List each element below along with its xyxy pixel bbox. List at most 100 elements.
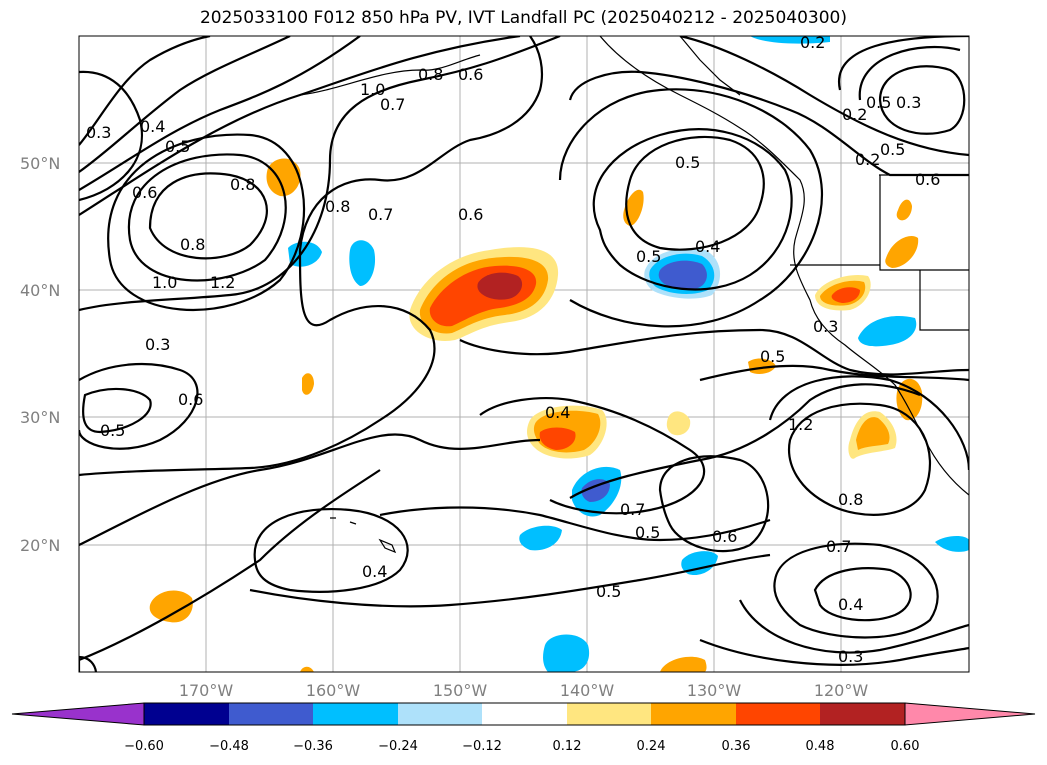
contour-label: 1.0	[360, 80, 385, 99]
longitude-labels: 170°W 160°W 150°W 140°W 130°W 120°W	[179, 681, 869, 700]
positive-anomaly	[266, 158, 301, 197]
positive-anomaly	[300, 666, 314, 672]
positive-anomaly	[666, 411, 691, 436]
contour-label: 0.6	[915, 170, 940, 189]
colorbar-segment	[144, 703, 229, 725]
colorbar: −0.60 −0.48 −0.36 −0.24 −0.12 0.12 0.24 …	[11, 702, 1036, 754]
latitude-labels: 50°N 40°N 30°N 20°N	[20, 154, 60, 555]
positive-anomaly	[660, 656, 707, 672]
contour-label: 0.7	[826, 537, 851, 556]
colorbar-tick: −0.12	[462, 739, 502, 754]
colorbar-segment	[313, 703, 398, 725]
negative-anomaly	[681, 551, 718, 576]
contour-label: 0.3	[838, 647, 863, 666]
contour-label: 0.4	[140, 117, 165, 136]
contour-label: 0.6	[458, 205, 483, 224]
positive-anomaly	[896, 199, 912, 221]
contour-label: 0.5	[596, 582, 621, 601]
lon-label: 120°W	[814, 681, 869, 700]
lat-label: 30°N	[20, 408, 60, 427]
colorbar-tick: −0.60	[124, 739, 164, 754]
positive-anomaly	[856, 417, 890, 450]
contour-label: 0.6	[458, 65, 483, 84]
colorbar-segment	[651, 703, 736, 725]
positive-anomaly	[831, 287, 860, 303]
contour-label: 1.2	[210, 273, 235, 292]
contour-label: 0.2	[855, 150, 880, 169]
colorbar-tick: 0.36	[722, 739, 751, 754]
contour-label: 0.3	[86, 123, 111, 142]
colorbar-tick: −0.36	[293, 739, 333, 754]
positive-anomaly	[149, 590, 193, 623]
negative-anomaly	[543, 634, 590, 672]
contour-label: 0.4	[695, 237, 720, 256]
colorbar-segment	[820, 703, 905, 725]
colorbar-tick: 0.24	[637, 739, 666, 754]
negative-anomaly	[581, 479, 610, 502]
contour-label: 0.5	[635, 523, 660, 542]
map-border	[78, 35, 970, 673]
negative-anomaly	[858, 316, 917, 347]
contour-label: 0.5	[165, 137, 190, 156]
contour-label: 0.3	[813, 317, 838, 336]
contour-label: 0.7	[380, 95, 405, 114]
negative-anomaly	[658, 260, 707, 290]
contour-label: 0.5	[675, 153, 700, 172]
lat-label: 20°N	[20, 536, 60, 555]
lon-label: 130°W	[687, 681, 742, 700]
colorbar-segment	[736, 703, 820, 725]
colorbar-tick: 0.60	[891, 739, 920, 754]
colorbar-tick: −0.48	[209, 739, 249, 754]
contour-label: 0.5	[880, 140, 905, 159]
contour-label: 0.2	[842, 105, 867, 124]
map-title: 2025033100 F012 850 hPa PV, IVT Landfall…	[199, 8, 847, 28]
contour-label: 0.6	[132, 183, 157, 202]
negative-anomaly	[935, 536, 969, 552]
contour-label: 0.8	[418, 65, 443, 84]
negative-anomaly	[349, 240, 376, 286]
contour-label: 0.6	[712, 527, 737, 546]
contour-label: 0.5	[866, 93, 891, 112]
colorbar-segment	[229, 703, 313, 725]
contour-label: 0.7	[620, 500, 645, 519]
colorbar-extend-high	[904, 702, 1036, 726]
contour-label: 0.8	[838, 490, 863, 509]
positive-anomaly	[885, 236, 919, 268]
contour-label: 0.4	[545, 403, 570, 422]
pv-contours	[79, 36, 969, 672]
contour-label: 0.7	[368, 205, 393, 224]
colorbar-ticks: −0.60 −0.48 −0.36 −0.24 −0.12 0.12 0.24 …	[124, 739, 919, 754]
contour-label: 0.6	[178, 390, 203, 409]
positive-anomaly	[539, 427, 576, 450]
lon-label: 170°W	[179, 681, 234, 700]
positive-anomaly	[748, 358, 776, 374]
colorbar-segment	[398, 703, 482, 725]
contour-label: 0.8	[230, 175, 255, 194]
colorbar-tick: 0.12	[553, 739, 582, 754]
lat-label: 40°N	[20, 281, 60, 300]
colorbar-tick: 0.48	[806, 739, 835, 754]
filled-anomalies	[149, 36, 969, 672]
contour-label: 1.0	[152, 273, 177, 292]
colorbar-segment	[482, 703, 567, 725]
contour-label: 0.3	[896, 93, 921, 112]
contour-label: 0.8	[180, 235, 205, 254]
contour-label: 0.2	[800, 33, 825, 52]
contour-label: 0.4	[838, 595, 863, 614]
colorbar-extend-low	[11, 702, 145, 726]
lon-label: 160°W	[306, 681, 361, 700]
contour-label: 0.5	[636, 247, 661, 266]
contour-labels: 0.3 0.4 0.5 0.6 1.0 0.7 0.8 0.6 0.8 0.8 …	[86, 33, 940, 666]
lon-label: 140°W	[560, 681, 615, 700]
colorbar-tick: −0.24	[378, 739, 418, 754]
lon-label: 150°W	[433, 681, 488, 700]
negative-anomaly	[519, 525, 562, 551]
colorbar-segment	[567, 703, 651, 725]
positive-anomaly	[477, 272, 523, 300]
contour-label: 0.5	[760, 347, 785, 366]
positive-anomaly	[302, 373, 314, 395]
negative-anomaly	[750, 36, 830, 44]
contour-label: 0.3	[145, 335, 170, 354]
contour-label: 0.4	[362, 562, 387, 581]
